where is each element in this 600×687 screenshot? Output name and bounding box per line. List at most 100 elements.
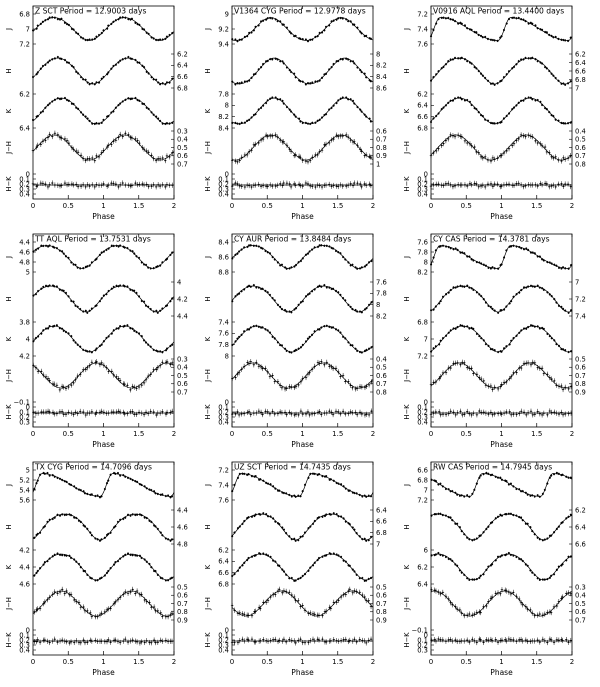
data-point xyxy=(157,81,160,84)
data-point xyxy=(165,413,167,415)
data-point xyxy=(294,184,297,187)
data-point xyxy=(274,185,277,187)
x-tick-label: 0 xyxy=(230,430,234,438)
data-point xyxy=(77,72,80,75)
data-point xyxy=(98,184,100,186)
data-point xyxy=(73,516,76,519)
x-tick-label: 2 xyxy=(570,202,574,210)
row-label-j: J xyxy=(5,256,13,259)
data-point xyxy=(231,343,234,347)
data-point xyxy=(171,32,174,35)
data-point xyxy=(475,332,478,335)
row-label-j-h: J−H xyxy=(403,369,411,383)
data-point xyxy=(342,135,344,137)
data-point xyxy=(155,309,158,312)
data-point xyxy=(454,286,457,289)
panel-frame xyxy=(231,233,374,428)
data-point xyxy=(234,160,237,162)
data-point xyxy=(466,185,468,187)
data-point xyxy=(250,360,252,363)
data-point xyxy=(31,75,35,79)
data-point xyxy=(309,82,312,85)
data-point xyxy=(124,184,127,186)
data-point xyxy=(112,182,115,185)
data-point xyxy=(32,411,35,413)
data-point xyxy=(240,121,243,124)
data-point xyxy=(248,410,250,413)
data-point xyxy=(144,341,148,344)
data-point xyxy=(484,156,486,158)
data-point xyxy=(102,250,105,253)
data-point xyxy=(109,531,112,534)
y-tick-label: 6.2 xyxy=(177,50,188,58)
data-point xyxy=(548,33,551,36)
data-point xyxy=(337,17,340,20)
data-point xyxy=(461,136,463,138)
data-point xyxy=(520,99,523,102)
data-point xyxy=(86,492,89,496)
y-tick-label: 7.4 xyxy=(417,25,428,33)
fit-curve-k xyxy=(430,97,573,125)
data-point xyxy=(268,331,271,334)
data-point xyxy=(168,81,171,84)
data-point xyxy=(266,291,269,294)
data-point xyxy=(435,73,438,76)
data-point xyxy=(555,264,558,267)
data-point xyxy=(512,65,516,68)
data-point xyxy=(307,183,309,185)
data-point xyxy=(370,259,373,263)
data-point xyxy=(99,411,101,414)
y-tick-label: 4.2 xyxy=(19,352,30,360)
data-point xyxy=(271,58,274,61)
data-point xyxy=(337,251,340,254)
data-point xyxy=(570,385,572,388)
data-point xyxy=(304,340,308,343)
data-point xyxy=(250,413,252,416)
data-point xyxy=(117,245,120,248)
data-point xyxy=(470,326,473,329)
data-point xyxy=(64,255,68,258)
row-label-j-h: J−H xyxy=(403,141,411,155)
data-point xyxy=(439,300,442,303)
data-point xyxy=(79,489,82,492)
x-axis-label: Phase xyxy=(92,440,115,449)
data-point xyxy=(524,20,527,23)
data-point xyxy=(103,411,105,413)
data-point xyxy=(53,475,56,478)
data-point xyxy=(164,122,167,125)
data-point xyxy=(363,154,366,157)
data-point xyxy=(454,327,457,330)
data-point xyxy=(147,32,150,35)
data-point xyxy=(248,244,251,247)
data-point xyxy=(301,343,304,347)
data-point xyxy=(542,327,545,330)
data-point xyxy=(517,101,520,104)
data-point xyxy=(457,22,460,25)
data-point xyxy=(527,183,530,186)
data-point xyxy=(129,249,132,252)
data-point xyxy=(460,22,463,25)
data-point xyxy=(107,335,110,338)
data-point xyxy=(457,57,460,60)
data-point xyxy=(155,414,158,416)
data-point xyxy=(541,144,543,147)
data-point xyxy=(82,78,85,81)
data-point xyxy=(489,38,493,41)
data-point xyxy=(529,96,532,99)
data-point xyxy=(432,381,435,384)
data-point xyxy=(61,327,64,330)
data-point xyxy=(36,24,39,27)
data-point xyxy=(503,152,505,154)
data-point xyxy=(271,96,274,99)
data-point xyxy=(313,330,316,333)
data-point xyxy=(344,337,347,340)
data-point xyxy=(320,244,323,247)
y-tick-label: 7.4 xyxy=(575,312,586,320)
data-point xyxy=(123,413,126,415)
data-point xyxy=(531,184,534,186)
data-point xyxy=(529,324,533,327)
y-tick-label: 7.2 xyxy=(575,295,586,303)
x-tick-label: 0.5 xyxy=(262,430,273,438)
data-point xyxy=(299,120,302,123)
data-point xyxy=(307,161,309,163)
